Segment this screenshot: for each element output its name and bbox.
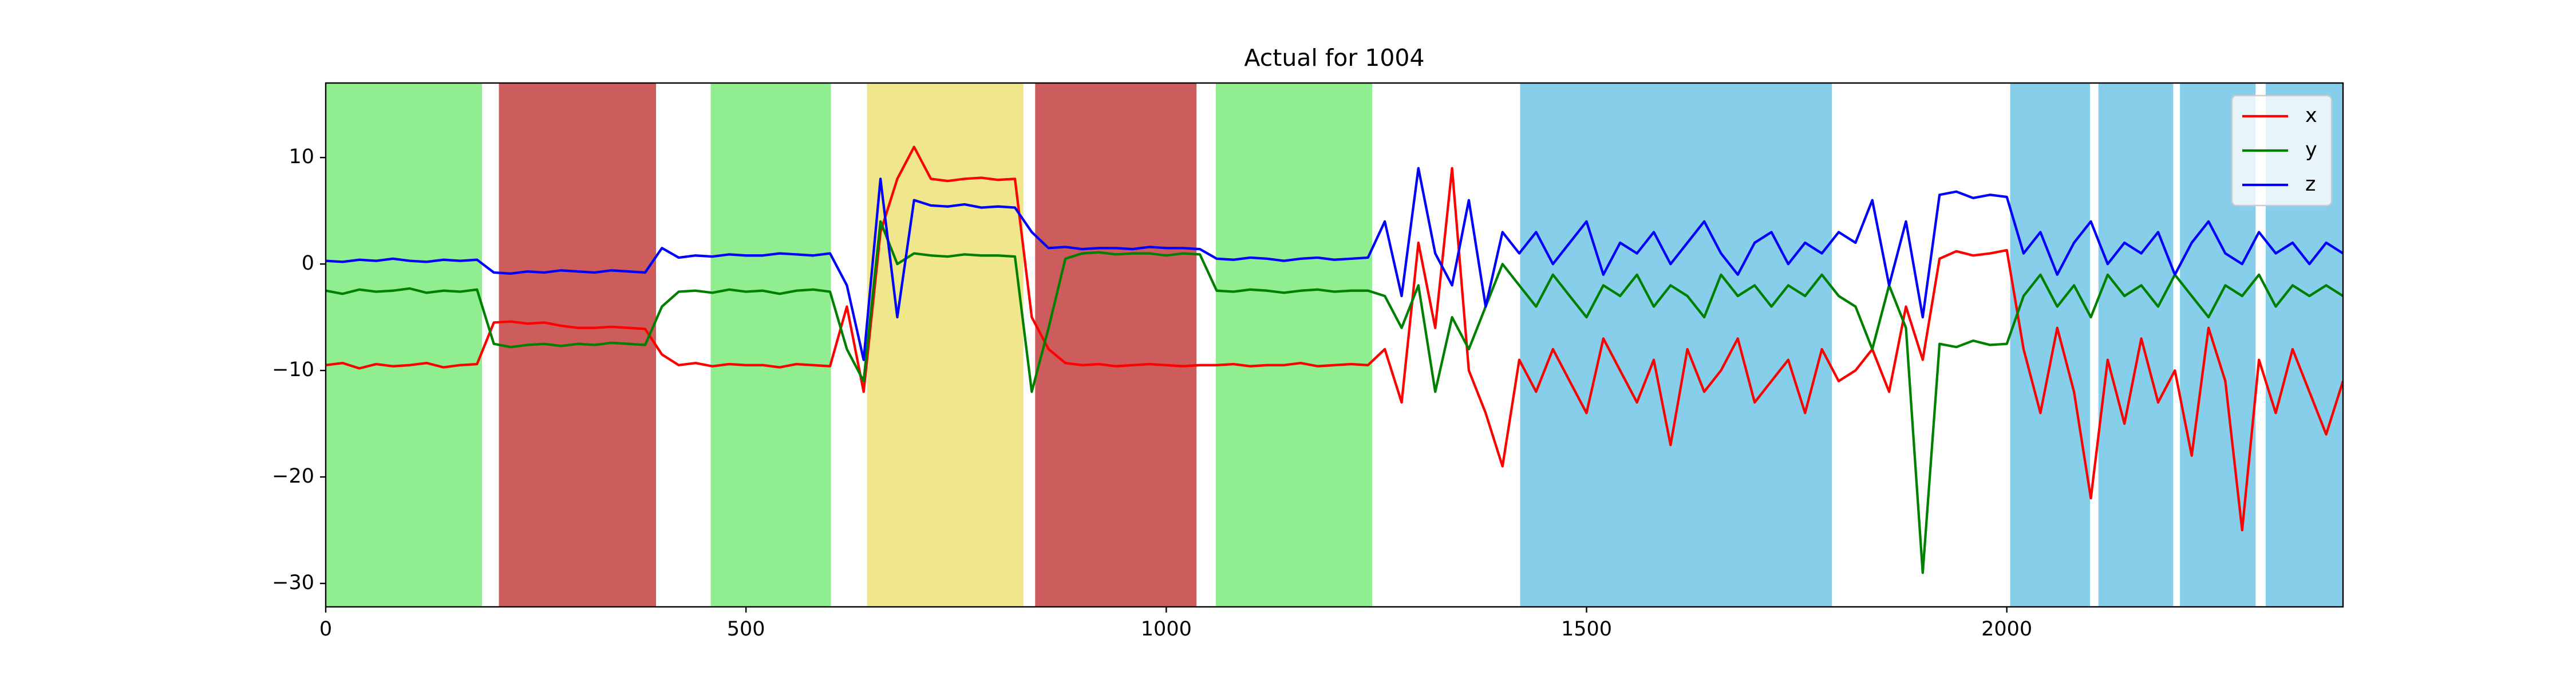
span <box>1035 83 1197 607</box>
y-tick-label: −10 <box>272 358 314 381</box>
series-line <box>326 167 2343 361</box>
x-tick-label: 0 <box>319 618 332 641</box>
span <box>1215 83 1373 607</box>
span <box>867 83 1024 607</box>
y-tick-label: 0 <box>302 252 314 275</box>
span <box>1520 83 1832 607</box>
chart-title: Actual for 1004 <box>1244 44 1424 72</box>
y-tick-label: 10 <box>289 145 314 168</box>
legend-label: z <box>2305 173 2316 196</box>
x-tick-label: 1000 <box>1141 618 1192 641</box>
y-tick-label: −20 <box>272 465 314 488</box>
span <box>2098 83 2174 607</box>
x-tick-label: 500 <box>727 618 765 641</box>
y-tick-label: −30 <box>272 571 314 594</box>
legend-label: x <box>2305 104 2317 127</box>
legend: xyz <box>2231 94 2333 207</box>
legend-label: y <box>2305 139 2317 161</box>
series-line <box>326 145 2343 532</box>
x-tick-label: 2000 <box>1981 618 2032 641</box>
span <box>326 83 483 607</box>
plot-frame <box>325 82 2344 608</box>
x-tick-label: 1500 <box>1561 618 1612 641</box>
span <box>710 83 831 607</box>
series-line <box>326 220 2343 574</box>
